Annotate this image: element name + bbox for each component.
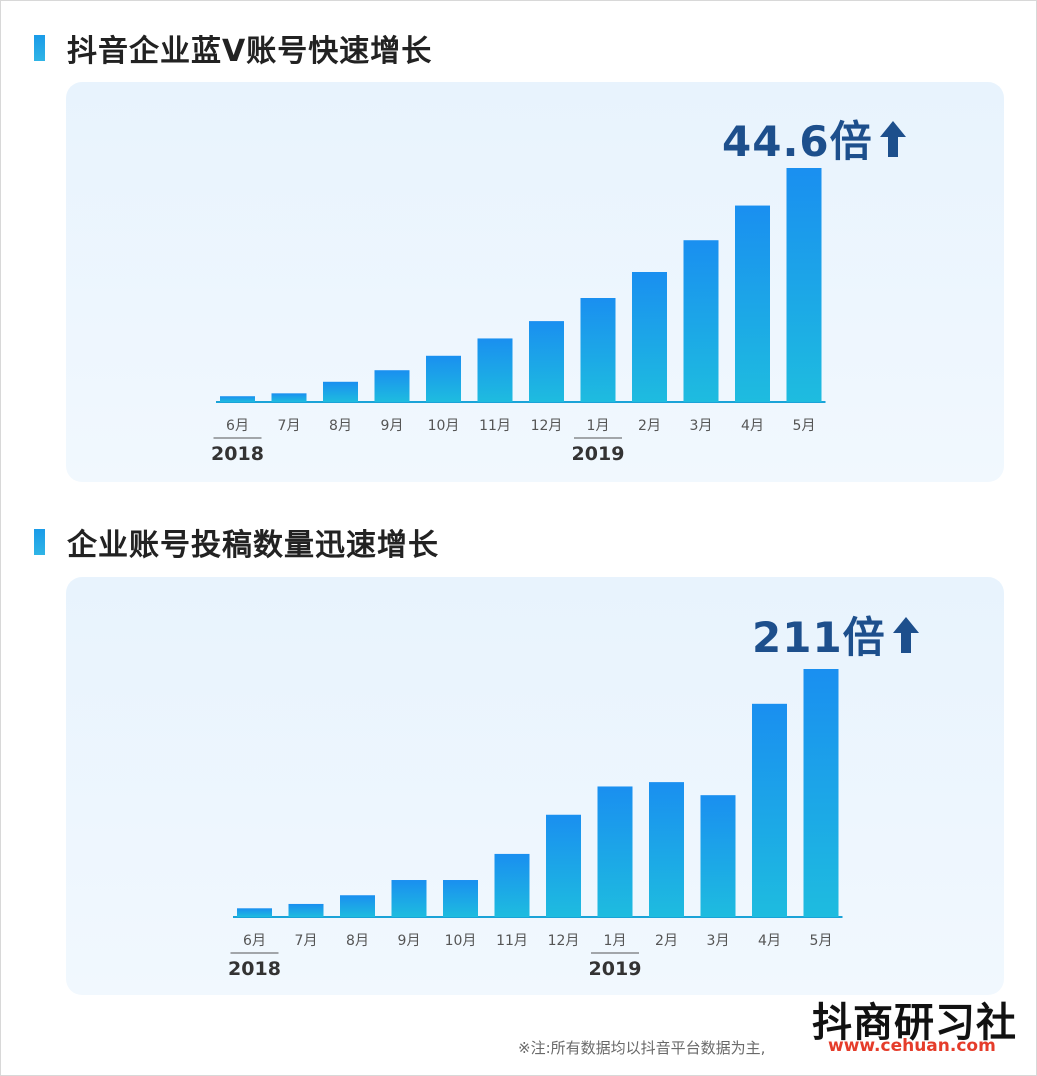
chart1-svg: 6月 7月 8月 9月 10月 11月 12月 1月 2月 3月 4月 5月 2018 2019 — [211, 168, 826, 465]
bar-5 — [426, 355, 461, 402]
x-tick-label: 7月 — [295, 933, 318, 949]
x-tick-label: 8月 — [329, 418, 352, 434]
watermark-logo: 抖商研习社 — [812, 1000, 1017, 1046]
footnote: ※注:所有数据均以抖音平台数据为主, — [518, 1039, 766, 1057]
bar-4 — [391, 880, 427, 917]
x-tick-label: 5月 — [810, 933, 833, 949]
x-tick-label: 2月 — [638, 418, 661, 434]
bar-8 — [597, 786, 633, 917]
year-label: 2019 — [572, 443, 625, 465]
year-label: 2018 — [228, 958, 281, 980]
bar-11 — [735, 205, 770, 402]
x-tick-label: 9月 — [398, 933, 421, 949]
x-tick-label: 4月 — [741, 418, 764, 434]
bar-8 — [580, 298, 616, 402]
section2-title: 企业账号投稿数量迅速增长 — [67, 528, 439, 563]
bar-2 — [271, 393, 307, 402]
bar-5 — [443, 880, 478, 917]
year-label: 2018 — [211, 443, 264, 465]
bar-3 — [340, 895, 375, 917]
bar-9 — [632, 272, 667, 402]
section2-header: 企业账号投稿数量迅速增长 — [34, 522, 439, 563]
bar-12 — [803, 669, 839, 917]
bar-4 — [374, 370, 410, 402]
year-label: 2019 — [589, 958, 642, 980]
chart2-svg: 6月 7月 8月 9月 10月 11月 12月 1月 2月 3月 4月 5月 2018 2019 — [228, 669, 843, 980]
bar-1 — [237, 908, 272, 917]
x-tick-label: 6月 — [243, 933, 266, 949]
x-tick-label: 9月 — [381, 418, 404, 434]
title-accent-bar — [34, 35, 45, 61]
x-tick-label: 10月 — [445, 933, 477, 949]
up-arrow-icon — [892, 616, 919, 653]
bar-1 — [220, 396, 255, 402]
bar-11 — [752, 703, 787, 917]
title-accent-bar — [34, 529, 45, 555]
bar-7 — [529, 321, 564, 402]
x-tick-label: 6月 — [226, 418, 249, 434]
bar-10 — [700, 795, 736, 917]
x-tick-label: 11月 — [479, 418, 511, 434]
x-tick-label: 3月 — [690, 418, 713, 434]
chart2-multiplier-text: 211倍 — [752, 613, 886, 662]
x-tick-label: 12月 — [548, 933, 580, 949]
bar-9 — [649, 782, 684, 917]
bar-12 — [786, 168, 822, 402]
chart1-multiplier: 44.6倍 — [722, 108, 907, 169]
chart1-panel: 6月 7月 8月 9月 10月 11月 12月 1月 2月 3月 4月 5月 2018 2019 — [66, 82, 1004, 482]
section1-title: 抖音企业蓝V账号快速增长 — [67, 34, 433, 69]
x-tick-label: 1月 — [587, 418, 610, 434]
bar-7 — [546, 814, 581, 917]
up-arrow-icon — [879, 120, 906, 157]
x-tick-label: 4月 — [758, 933, 781, 949]
x-tick-label: 3月 — [707, 933, 730, 949]
x-tick-label: 1月 — [604, 933, 627, 949]
x-tick-label: 10月 — [428, 418, 460, 434]
bar-3 — [323, 381, 358, 402]
x-tick-label: 12月 — [531, 418, 563, 434]
bar-2 — [288, 903, 324, 917]
x-tick-label: 7月 — [278, 418, 301, 434]
x-tick-label: 8月 — [346, 933, 369, 949]
chart2-panel: 6月 7月 8月 9月 10月 11月 12月 1月 2月 3月 4月 5月 2018 2019 — [66, 577, 1004, 995]
bar-6 — [494, 853, 530, 917]
chart1-multiplier-text: 44.6倍 — [722, 117, 873, 166]
bar-10 — [683, 240, 719, 402]
x-tick-label: 2月 — [655, 933, 678, 949]
x-tick-label: 11月 — [496, 933, 528, 949]
bar-6 — [477, 338, 513, 402]
chart2-multiplier: 211倍 — [752, 604, 920, 665]
watermark-url: www.cehuan.com — [828, 1036, 996, 1056]
x-tick-label: 5月 — [793, 418, 816, 434]
section1-header: 抖音企业蓝V账号快速增长 — [34, 28, 433, 69]
